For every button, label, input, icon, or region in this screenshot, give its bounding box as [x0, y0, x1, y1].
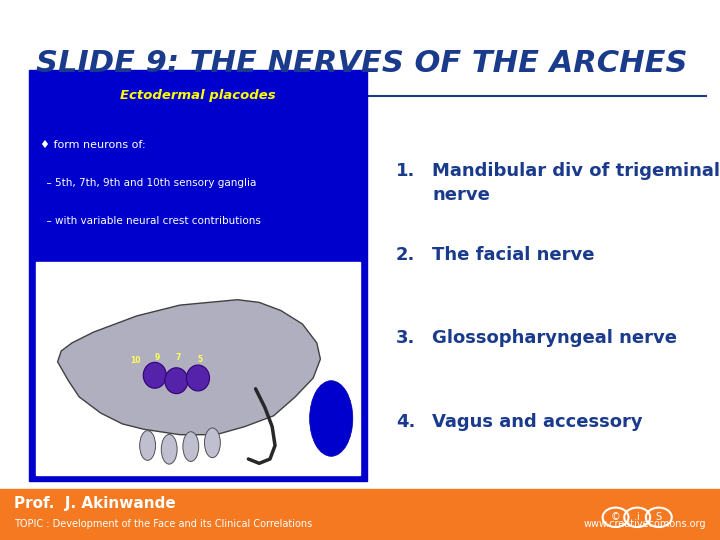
Text: – with variable neural crest contributions: – with variable neural crest contributio… [40, 216, 261, 226]
Text: 7: 7 [176, 353, 181, 362]
Text: i: i [636, 512, 639, 522]
Text: 10: 10 [130, 356, 140, 365]
Text: Vagus and accessory: Vagus and accessory [432, 413, 643, 431]
Ellipse shape [186, 365, 210, 391]
Text: 4.: 4. [396, 413, 415, 431]
Ellipse shape [310, 381, 353, 456]
Ellipse shape [161, 434, 177, 464]
Ellipse shape [143, 362, 166, 388]
FancyBboxPatch shape [36, 262, 360, 475]
Text: 2.: 2. [396, 246, 415, 264]
Text: ©: © [611, 512, 621, 522]
Text: Glossopharyngeal nerve: Glossopharyngeal nerve [432, 329, 677, 347]
Text: 5: 5 [197, 355, 203, 363]
Text: 3.: 3. [396, 329, 415, 347]
Text: www.creativecomons.org: www.creativecomons.org [583, 519, 706, 530]
Ellipse shape [183, 432, 199, 461]
Ellipse shape [140, 431, 156, 460]
Text: Ectodermal placodes: Ectodermal placodes [120, 89, 276, 102]
Text: The facial nerve: The facial nerve [432, 246, 595, 264]
Text: SLIDE 9: THE NERVES OF THE ARCHES: SLIDE 9: THE NERVES OF THE ARCHES [36, 49, 688, 78]
Text: Mandibular div of trigeminal
nerve: Mandibular div of trigeminal nerve [432, 162, 720, 204]
Text: Prof.  J. Akinwande: Prof. J. Akinwande [14, 496, 176, 511]
Text: 1.: 1. [396, 162, 415, 180]
Ellipse shape [165, 368, 188, 394]
FancyBboxPatch shape [0, 489, 720, 540]
Text: ♦ form neurons of:: ♦ form neurons of: [40, 140, 145, 151]
Text: S: S [656, 512, 662, 522]
FancyBboxPatch shape [29, 70, 367, 481]
Polygon shape [58, 300, 320, 435]
Text: TOPIC : Development of the Face and its Clinical Correlations: TOPIC : Development of the Face and its … [14, 519, 312, 530]
Ellipse shape [204, 428, 220, 457]
Text: – 5th, 7th, 9th and 10th sensory ganglia: – 5th, 7th, 9th and 10th sensory ganglia [40, 178, 256, 188]
Text: 9: 9 [154, 353, 160, 362]
